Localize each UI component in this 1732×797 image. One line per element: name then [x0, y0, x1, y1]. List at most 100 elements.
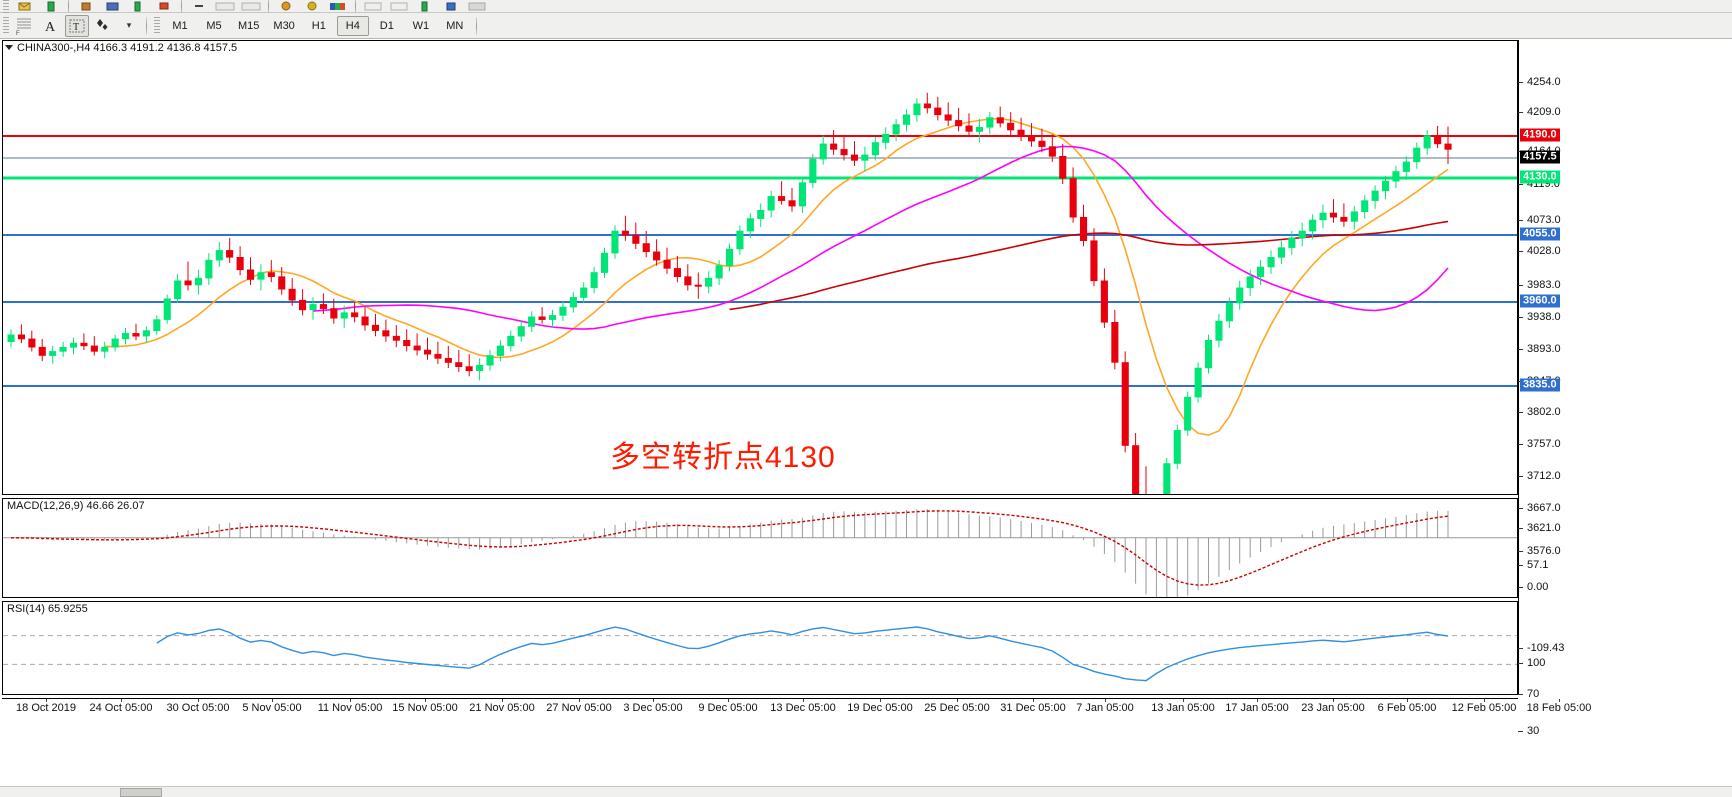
candle-body — [736, 230, 744, 250]
price-axis-line — [1518, 40, 1519, 695]
time-axis-tick — [1257, 699, 1258, 702]
chevron-down-icon[interactable]: ▾ — [126, 20, 132, 30]
price-axis-tick: 3893.0 — [1518, 343, 1561, 355]
settings-icon[interactable] — [300, 0, 324, 17]
fullscreen-icon[interactable] — [465, 0, 489, 17]
candle-body — [507, 335, 515, 347]
price-level-badge[interactable]: 4055.0 — [1520, 227, 1560, 241]
text-label-tool-icon[interactable]: T — [65, 14, 89, 37]
candle-body — [1413, 147, 1421, 163]
time-axis[interactable]: 18 Oct 2019 24 Oct 05:00 30 Oct 05:00 5 Nov… — [2, 698, 1591, 724]
time-axis-label: 13 Jan 05:00 — [1151, 702, 1215, 714]
candle-body — [673, 268, 682, 277]
toolbar-grip-icon[interactable] — [3, 16, 9, 35]
time-axis-label: 9 Dec 05:00 — [698, 702, 758, 714]
candle-body — [80, 342, 88, 347]
candle-chart-icon[interactable] — [152, 0, 176, 17]
candle-body — [1402, 161, 1410, 172]
timeframe-button-m30[interactable]: M30 — [273, 19, 295, 32]
price-level-badge[interactable]: 4190.0 — [1520, 128, 1560, 142]
price-level-badge[interactable]: 3960.0 — [1520, 294, 1560, 308]
time-axis-label: 25 Dec 05:00 — [924, 702, 990, 714]
toolbar-separator — [268, 0, 269, 15]
candle-body — [423, 349, 432, 355]
grid-toggle-icon[interactable] — [361, 0, 385, 17]
horizontal-scrollbar[interactable] — [0, 786, 1732, 797]
scrollbar-thumb[interactable] — [120, 788, 162, 797]
chart-area[interactable]: CHINA300-,H4 4166.3 4191.2 4136.8 4157.5… — [0, 40, 1732, 797]
colors-icon[interactable] — [326, 0, 350, 17]
candle-body — [1382, 180, 1390, 192]
candle-body — [1111, 321, 1119, 363]
timeframe-button-h1[interactable]: H1 — [311, 19, 326, 32]
candle-body — [777, 196, 786, 201]
ma-slow-line — [729, 220, 1449, 311]
candle-body — [205, 259, 213, 279]
price-level-badge[interactable]: 4157.5 — [1520, 150, 1560, 164]
candle-body — [1371, 190, 1379, 201]
candle-body — [725, 248, 734, 266]
time-axis-tick — [957, 699, 958, 702]
candle-body — [1132, 445, 1140, 494]
timeframe-button-h4[interactable]: H4 — [336, 15, 369, 36]
shapes-tool-icon[interactable] — [91, 15, 115, 37]
candle-body — [70, 342, 78, 348]
time-axis-tick — [803, 699, 804, 702]
price-level-badge[interactable]: 4130.0 — [1520, 170, 1560, 184]
ohlc-toggle-icon[interactable] — [387, 0, 411, 17]
bar-chart-icon[interactable] — [126, 0, 150, 17]
candle-body — [236, 257, 244, 271]
timeframe-button-w1[interactable]: W1 — [412, 19, 430, 32]
volume-icon[interactable] — [413, 0, 437, 17]
period-separator-icon[interactable] — [439, 0, 463, 17]
candle-body — [653, 251, 661, 261]
timeframe-button-d1[interactable]: D1 — [379, 19, 394, 32]
timeframe-button-m1[interactable]: M1 — [172, 19, 188, 32]
timeframe-grip-icon[interactable] — [154, 16, 160, 35]
price-chart-canvas[interactable] — [3, 41, 1517, 494]
candle-body — [757, 210, 765, 219]
time-axis-tick — [1484, 699, 1485, 702]
candle-body — [1007, 122, 1015, 131]
chart-annotation-text[interactable]: 多空转折点4130 — [610, 441, 836, 474]
time-axis-label: 18 Feb 05:00 — [1526, 702, 1592, 714]
zoom-out-icon[interactable] — [187, 0, 211, 17]
timeframe-button-m5[interactable]: M5 — [206, 19, 222, 32]
quote-text: CHINA300-,H4 4166.3 4191.2 4136.8 4157.5 — [17, 41, 238, 54]
indicator-icon[interactable] — [74, 0, 98, 17]
chart-shift-icon[interactable] — [239, 0, 263, 17]
price-axis-tick: 3938.0 — [1518, 311, 1561, 323]
price-panel[interactable] — [2, 40, 1518, 495]
price-axis-tick: 30 — [1518, 725, 1539, 737]
candle-body — [59, 346, 67, 352]
price-scale-axis[interactable]: 4254.04209.04164.04119.04073.04028.03983… — [1518, 40, 1730, 797]
time-axis-tick — [1559, 699, 1560, 702]
candle-body — [278, 276, 286, 290]
candle-body — [871, 142, 879, 156]
macd-panel[interactable]: MACD(12,26,9) 46.66 26.07 — [2, 498, 1518, 598]
new-order-icon[interactable] — [13, 0, 37, 17]
price-level-badge[interactable]: 3835.0 — [1520, 378, 1560, 392]
chart-menu-triangle-icon[interactable] — [5, 45, 13, 50]
text-tool-icon[interactable]: A — [39, 15, 63, 37]
candle-body — [1236, 287, 1244, 304]
time-axis-tick — [653, 699, 654, 702]
rsi-panel[interactable]: RSI(14) 65.9255 — [2, 601, 1518, 695]
candle-body — [569, 297, 577, 308]
candle-body — [705, 277, 713, 287]
candle-body — [684, 276, 692, 286]
candle-body — [247, 269, 255, 280]
timeframe-button-mn[interactable]: MN — [446, 19, 464, 32]
candle-body — [111, 338, 119, 348]
candle-body — [90, 345, 98, 352]
price-axis-tick: 4254.0 — [1518, 76, 1561, 88]
autoscroll-icon[interactable] — [213, 0, 237, 17]
time-axis-label: 6 Feb 05:00 — [1377, 702, 1437, 714]
expert-advisor-icon[interactable] — [274, 0, 298, 17]
time-axis-label: 30 Oct 05:00 — [166, 702, 230, 714]
timeframe-button-m15[interactable]: M15 — [238, 19, 260, 32]
data-window-icon[interactable] — [39, 0, 63, 17]
toolbar-grip-icon[interactable] — [3, 0, 9, 15]
templates-icon[interactable] — [100, 0, 124, 17]
crosshair-icon[interactable]: F — [13, 15, 37, 37]
